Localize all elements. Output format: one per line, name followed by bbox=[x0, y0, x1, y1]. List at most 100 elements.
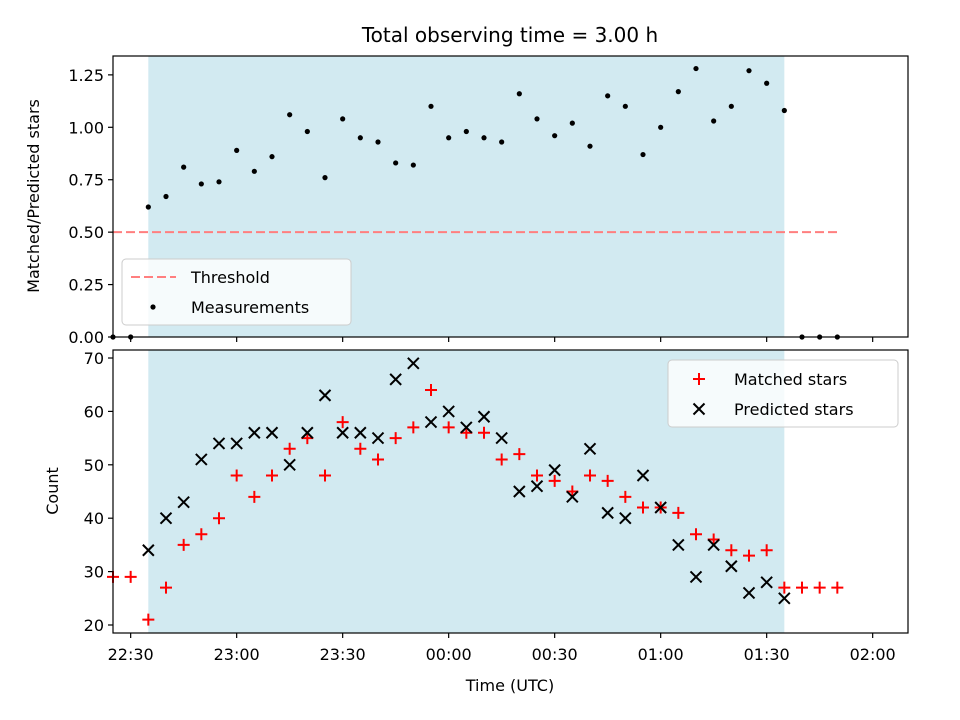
predicted-star-point bbox=[265, 426, 279, 439]
predicted-star-point bbox=[707, 538, 720, 552]
legend-matched-swatch bbox=[693, 373, 705, 385]
measurement-point bbox=[357, 135, 363, 141]
matched-star-point bbox=[478, 426, 490, 439]
measurement-point bbox=[764, 80, 770, 86]
measurement-point bbox=[145, 204, 151, 210]
matched-star-point bbox=[389, 432, 402, 445]
x-tick-label: 01:30 bbox=[744, 645, 790, 664]
matched-star-point bbox=[778, 581, 791, 594]
predicted-star-point bbox=[301, 426, 314, 439]
y-tick-label: 0.25 bbox=[68, 276, 104, 295]
y-tick-label: 1.25 bbox=[68, 66, 104, 85]
y-tick-label: 40 bbox=[84, 509, 104, 528]
matched-star-point bbox=[142, 613, 155, 626]
measurement-point bbox=[375, 139, 381, 145]
predicted-star-point bbox=[689, 570, 703, 584]
matched-star-point bbox=[513, 448, 526, 461]
x-axis-label: Time (UTC) bbox=[465, 676, 554, 695]
measurement-point bbox=[569, 120, 575, 126]
x-tick-label: 02:00 bbox=[850, 645, 896, 664]
measurement-point bbox=[711, 118, 717, 124]
predicted-star-point bbox=[636, 469, 650, 482]
matched-star-point bbox=[831, 581, 844, 594]
measurement-point bbox=[605, 93, 611, 99]
measurement-point bbox=[587, 143, 593, 149]
measurement-point bbox=[393, 160, 399, 166]
measurement-point bbox=[287, 112, 293, 118]
measurement-point bbox=[410, 162, 416, 168]
matched-star-point bbox=[354, 442, 367, 455]
measurement-point bbox=[675, 89, 681, 95]
predicted-star-point bbox=[159, 511, 173, 525]
y-tick-label: 0.00 bbox=[68, 328, 104, 347]
matched-star-point bbox=[195, 528, 208, 541]
matched-star-point bbox=[531, 469, 543, 482]
x-tick-label: 00:00 bbox=[426, 645, 472, 664]
top-y-axis-label: Matched/Predicted stars bbox=[24, 99, 43, 293]
matched-star-point bbox=[584, 469, 596, 482]
predicted-star-point bbox=[725, 560, 738, 573]
y-tick-label: 1.00 bbox=[68, 118, 104, 137]
predicted-star-point bbox=[354, 426, 367, 439]
legend-predicted-swatch bbox=[692, 402, 706, 416]
measurement-point bbox=[163, 193, 169, 200]
y-tick-label: 70 bbox=[84, 349, 104, 368]
predicted-star-point bbox=[477, 410, 491, 423]
matched-star-point bbox=[266, 469, 278, 482]
predicted-star-point bbox=[460, 421, 473, 434]
matched-star-point bbox=[213, 512, 225, 525]
predicted-star-point bbox=[566, 490, 579, 504]
predicted-star-point bbox=[283, 458, 296, 472]
legend-threshold-label: Threshold bbox=[190, 268, 270, 287]
predicted-star-point bbox=[195, 453, 208, 466]
measurement-point bbox=[304, 128, 310, 135]
y-tick-label: 0.50 bbox=[68, 223, 104, 242]
x-tick-label: 23:00 bbox=[214, 645, 260, 664]
legend-predicted-label: Predicted stars bbox=[734, 400, 854, 419]
predicted-star-point bbox=[212, 437, 226, 450]
matched-star-point bbox=[637, 501, 649, 514]
measurement-point bbox=[463, 128, 469, 135]
predicted-star-point bbox=[336, 426, 349, 439]
x-tick-label: 22:30 bbox=[108, 645, 154, 664]
measurement-point bbox=[251, 168, 257, 174]
predicted-star-point bbox=[760, 576, 773, 589]
predicted-star-point bbox=[778, 592, 791, 605]
measurement-point bbox=[728, 103, 734, 109]
matched-star-point bbox=[425, 384, 437, 397]
matched-star-point bbox=[160, 581, 172, 594]
matched-star-point bbox=[796, 581, 808, 594]
predicted-star-point bbox=[548, 463, 561, 477]
predicted-star-point bbox=[142, 544, 155, 557]
measurement-point bbox=[534, 116, 540, 122]
measurement-point bbox=[499, 139, 505, 145]
y-tick-label: 60 bbox=[84, 402, 104, 421]
measurement-point bbox=[234, 147, 240, 153]
x-tick-label: 01:00 bbox=[638, 645, 684, 664]
measurement-point bbox=[516, 91, 522, 97]
measurement-point bbox=[693, 65, 699, 72]
top-legend: Threshold Measurements bbox=[121, 258, 352, 326]
matched-star-point bbox=[124, 570, 137, 583]
predicted-star-point bbox=[583, 442, 597, 455]
predicted-star-point bbox=[248, 426, 261, 439]
matched-star-point bbox=[725, 544, 738, 557]
bottom-legend: Matched stars Predicted stars bbox=[667, 359, 899, 428]
matched-star-point bbox=[407, 421, 420, 434]
y-tick-label: 50 bbox=[84, 456, 104, 475]
legend-measurement-swatch bbox=[150, 304, 156, 310]
measurement-point bbox=[322, 175, 328, 181]
legend-measurements-label: Measurements bbox=[191, 298, 309, 317]
predicted-star-point bbox=[672, 538, 685, 552]
matched-star-point bbox=[743, 549, 755, 562]
measurement-point bbox=[746, 68, 752, 74]
predicted-star-point bbox=[742, 586, 756, 600]
matched-star-point bbox=[230, 469, 243, 482]
y-tick-label: 0.75 bbox=[68, 171, 104, 190]
predicted-star-point bbox=[371, 431, 385, 445]
measurement-point bbox=[552, 133, 558, 139]
predicted-star-point bbox=[318, 389, 332, 402]
x-tick-label: 23:30 bbox=[320, 645, 366, 664]
measurement-point bbox=[658, 124, 664, 130]
